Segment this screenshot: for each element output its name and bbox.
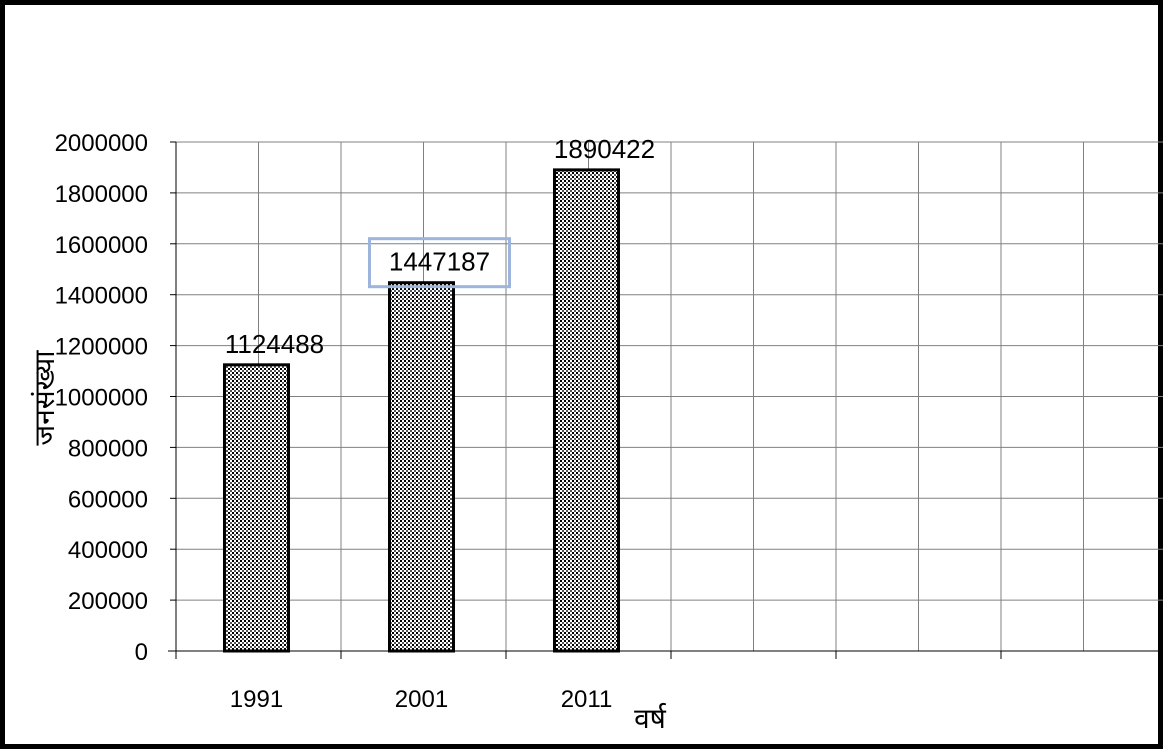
y-tick-label: 600000 — [68, 486, 148, 513]
y-tick-label: 1400000 — [55, 283, 148, 310]
data-label-2001: 1447187 — [389, 247, 490, 277]
y-tick-label: 200000 — [68, 588, 148, 615]
y-tick-label: 1600000 — [55, 232, 148, 259]
x-axis-title: वर्ष — [634, 702, 667, 735]
bar-2001 — [388, 281, 455, 653]
x-tick-label: 2001 — [395, 686, 448, 713]
grid — [168, 141, 1163, 659]
bars — [223, 168, 620, 653]
y-tick-label: 1200000 — [55, 334, 148, 361]
y-tick-label: 0 — [135, 639, 148, 666]
y-tick-label: 1000000 — [55, 385, 148, 412]
bar-2011 — [553, 168, 620, 653]
labels: 0 200000 400000 600000 800000 1000000 1200000 1… — [55, 130, 656, 713]
y-tick-label: 1800000 — [55, 181, 148, 208]
y-axis-title: जनसंख्या — [28, 350, 61, 446]
y-tick-label: 2000000 — [55, 130, 148, 157]
y-tick-label: 400000 — [68, 537, 148, 564]
selected-label-box — [368, 237, 511, 289]
x-tick-label: 2011 — [561, 686, 613, 713]
data-label-2011: 1890422 — [554, 134, 655, 164]
x-tick-label: 1991 — [230, 686, 283, 713]
y-tick-label: 800000 — [68, 435, 148, 462]
bar-1991 — [223, 363, 290, 653]
data-label-1991: 1124488 — [225, 329, 324, 359]
